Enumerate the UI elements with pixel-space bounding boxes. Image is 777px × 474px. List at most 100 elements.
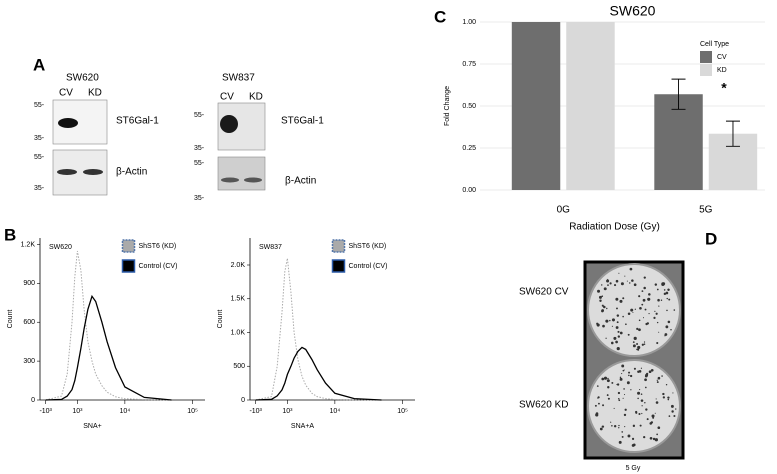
bar [566,22,615,190]
marker: 35- [194,195,205,202]
colony-image [583,260,685,460]
colony [672,392,674,394]
colony [605,337,607,339]
colony [616,307,618,310]
colony [663,289,666,291]
colony [616,321,619,324]
colony [623,388,625,390]
colony [661,375,663,377]
colony [656,379,658,381]
colony [660,299,663,301]
colony [643,341,646,343]
colony [618,440,622,444]
y-tick-label: 0 [31,397,35,404]
band [244,177,262,183]
marker: 55- [34,154,45,161]
colony [656,381,659,384]
colony [598,402,600,405]
colony [645,408,648,411]
colony [624,426,626,428]
marker: 55- [34,102,45,109]
colony [629,282,631,284]
x-axis-label: SNA+ [83,423,101,430]
y-tick-label: 0.00 [462,187,476,194]
colony [632,344,636,348]
colony [602,404,605,407]
y-axis-label: Fold Change [444,86,451,126]
colony [605,319,609,323]
histogram-line [45,294,172,401]
x-tick-label: 10⁴ [329,408,340,415]
x-tick-label: 10³ [72,408,83,415]
colony [668,415,671,417]
colony [633,336,637,340]
band [83,169,103,175]
colony [618,272,620,274]
colony [619,376,622,379]
colony [639,306,642,310]
colony [617,391,621,395]
colony [607,377,609,380]
band [220,115,238,133]
histogram-line [45,250,172,401]
colony [658,331,660,333]
marker: 35- [194,145,205,152]
colony [633,367,636,370]
legend-label: Control (CV) [349,263,388,270]
colony [644,378,647,382]
colony [644,308,647,311]
colony [654,283,658,286]
colony [628,374,630,377]
colony [601,295,604,297]
colony [603,287,607,291]
colony [673,415,676,418]
legend-label: Control (CV) [139,263,178,270]
colony [622,397,624,399]
y-tick-label: 500 [233,363,245,370]
colony [630,308,634,312]
colony [662,396,666,399]
colony [613,336,617,340]
colony [618,427,620,429]
colony [618,397,620,400]
colony [622,369,625,372]
colony [671,410,674,413]
colony [625,323,627,326]
colony [597,397,599,399]
colony [668,298,671,301]
histogram-line [255,346,382,401]
colony [644,386,647,389]
y-tick-label: 0 [241,397,245,404]
colony [646,372,649,376]
colony [665,383,668,386]
band [57,169,77,175]
colony [635,410,638,414]
colony [637,345,641,350]
colony [631,437,635,441]
colony [655,312,658,315]
colony [643,317,645,319]
marker: 35- [34,185,45,192]
blot [217,156,266,191]
colony [640,399,644,402]
colony [666,297,668,300]
colony [631,443,635,447]
legend-swatch [700,51,712,63]
colony [641,405,643,407]
colony [627,312,631,315]
colony [632,424,636,428]
colony [616,314,620,317]
colony [607,397,610,400]
annotation: SW837 [259,244,282,251]
cell-line: SW837 [222,73,255,84]
colony [643,343,646,345]
lane-label: KD [249,92,263,103]
colony [638,412,641,416]
colony [607,386,610,389]
colony [665,325,669,329]
colony [622,315,624,318]
legend-label: CV [717,54,727,61]
caption: 5 Gy [626,465,641,472]
colony [639,388,641,391]
